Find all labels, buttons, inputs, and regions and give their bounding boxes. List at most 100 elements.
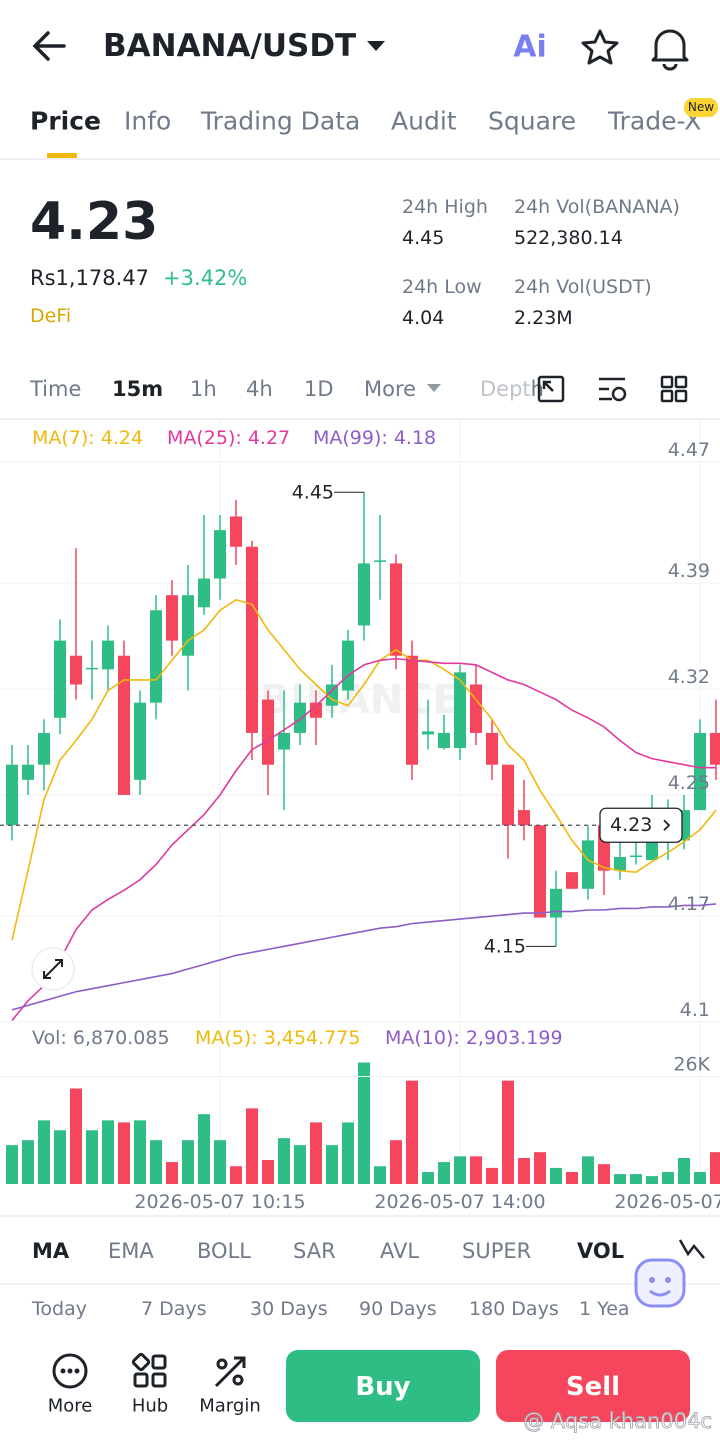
volume-bar	[662, 1172, 674, 1184]
volume-bar	[694, 1172, 706, 1184]
nav-label[interactable]: Hub	[132, 1396, 168, 1417]
volume-legend: MA(5): 3,454.775	[195, 1027, 360, 1049]
candle-body	[358, 563, 370, 626]
sector-tag[interactable]: DeFi	[30, 305, 71, 327]
new-badge-text: New	[688, 100, 714, 114]
tab[interactable]: Trading Data	[200, 107, 360, 136]
indicator-tab[interactable]: EMA	[108, 1239, 154, 1263]
indicator-tab[interactable]: SAR	[293, 1239, 336, 1263]
interval[interactable]: Time	[29, 377, 81, 401]
candle-body	[646, 840, 658, 861]
candle-body	[134, 702, 146, 780]
pair-dropdown[interactable]	[367, 41, 385, 51]
volume-bar	[38, 1120, 50, 1184]
volume-bar	[710, 1152, 720, 1184]
volume-legend: Vol: 6,870.085	[32, 1027, 170, 1049]
candle-body	[342, 640, 354, 691]
candle-body	[534, 825, 546, 918]
volume-bar	[134, 1120, 146, 1184]
assistant-button[interactable]	[634, 1258, 686, 1308]
candle-body	[278, 732, 290, 750]
interval[interactable]: 4h	[246, 377, 273, 401]
margin-icon[interactable]	[214, 1356, 246, 1388]
candle-body	[150, 610, 162, 703]
nav-label[interactable]: Margin	[199, 1396, 260, 1417]
volume-bar	[550, 1167, 562, 1184]
indicator-tab[interactable]: BOLL	[197, 1239, 251, 1263]
period-label: 1 Yea	[579, 1298, 630, 1320]
user-watermark: @ Aqsa khan004c	[523, 1409, 712, 1433]
alert-button[interactable]	[651, 29, 689, 71]
tab[interactable]: Audit	[391, 107, 457, 136]
volume-bar	[614, 1174, 626, 1184]
back-button[interactable]	[32, 31, 66, 61]
y-tick-label: 4.1	[680, 999, 710, 1021]
more-icon[interactable]	[52, 1353, 88, 1389]
tab[interactable]: Price	[30, 107, 101, 136]
candle-body	[6, 764, 18, 826]
candle-body	[422, 731, 434, 735]
interval[interactable]: 1h	[190, 377, 217, 401]
candle-body	[38, 732, 50, 765]
fade	[460, 365, 530, 413]
volume-bar	[390, 1140, 402, 1184]
volume-bar	[598, 1164, 610, 1184]
stat-value: 4.04	[402, 307, 444, 329]
candle-body	[54, 640, 66, 718]
candle-body	[86, 667, 98, 670]
stat-value: 522,380.14	[514, 227, 623, 249]
indicator-tab[interactable]: SUPER	[462, 1239, 531, 1263]
candle-body	[550, 888, 562, 918]
nav-label[interactable]: More	[48, 1396, 93, 1417]
expand-button[interactable]	[31, 947, 75, 991]
interval[interactable]: More	[364, 377, 416, 401]
stats: 24h High 4.45 24h Vol(BANANA) 522,380.14 24h…	[402, 196, 680, 329]
volume-bar	[342, 1122, 354, 1184]
volume-bar	[22, 1140, 34, 1184]
kline-chart[interactable]: 2026-05-07 10:15 2026-05-07 14:00 2026-05-…	[0, 420, 720, 1213]
buy-button[interactable]	[286, 1350, 480, 1422]
settings-button[interactable]	[599, 377, 627, 402]
interval[interactable]: 15m	[112, 377, 163, 401]
layout-button[interactable]	[660, 375, 688, 403]
tab[interactable]: Info	[124, 107, 171, 136]
indicator-tab[interactable]: VOL	[577, 1239, 624, 1263]
sell-label[interactable]: Sell	[566, 1372, 620, 1402]
volume-bar	[358, 1062, 370, 1184]
x-tick-label: 2026-05-07 14:00	[374, 1191, 545, 1213]
last-price-box[interactable]	[599, 807, 683, 843]
indicator-tab[interactable]: AVL	[380, 1239, 419, 1263]
candle-body	[166, 595, 178, 641]
candle-body	[710, 732, 720, 765]
pair-title[interactable]: BANANA/USDT	[103, 28, 356, 64]
volume-bar	[182, 1140, 194, 1184]
tab[interactable]: Square	[488, 107, 576, 136]
favorite-button[interactable]	[581, 29, 619, 65]
last-price-label: 4.23	[610, 814, 652, 836]
ai-button[interactable]: Ai	[513, 30, 547, 65]
volume-bar	[118, 1122, 130, 1184]
volume-bar	[422, 1172, 434, 1184]
volume-bar	[406, 1080, 418, 1184]
volume-bar	[438, 1162, 450, 1184]
period-label: 90 Days	[359, 1298, 437, 1320]
indicator-settings[interactable]	[678, 1239, 705, 1259]
candle-body	[566, 872, 578, 889]
candle-body	[694, 732, 706, 811]
candle-body	[294, 702, 306, 733]
sell-button[interactable]	[496, 1350, 690, 1422]
bottom-nav: More Hub Margin	[48, 1396, 261, 1417]
interval[interactable]: 1D	[304, 377, 334, 401]
volume-bar	[678, 1157, 690, 1184]
volume-bar	[294, 1145, 306, 1184]
candle-body	[582, 840, 594, 889]
hub-icon[interactable]	[131, 1352, 167, 1388]
volume-bar	[646, 1176, 658, 1184]
buy-label[interactable]: Buy	[355, 1372, 410, 1402]
stat-value: 4.45	[402, 227, 444, 249]
more-dropdown[interactable]	[427, 384, 441, 392]
fullscreen-button[interactable]	[537, 375, 565, 403]
indicator-tab[interactable]: MA	[32, 1239, 70, 1263]
candle-body	[438, 732, 450, 749]
volume-bar	[86, 1130, 98, 1184]
